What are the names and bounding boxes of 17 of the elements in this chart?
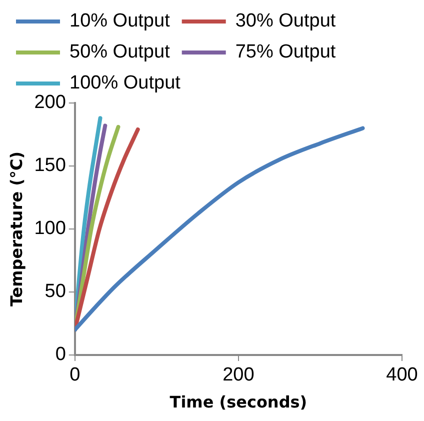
- legend-label: 75% Output: [235, 42, 336, 63]
- x-tick-label: 0: [70, 364, 80, 386]
- x-tick-label: 400: [386, 364, 418, 386]
- legend-label: 10% Output: [70, 10, 171, 32]
- x-tick-label: 200: [222, 364, 254, 386]
- y-tick-label: 50: [44, 281, 66, 302]
- y-axis-title: Temperature (°C): [6, 151, 26, 307]
- y-tick-label: 200: [34, 92, 66, 114]
- legend-label: 50% Output: [70, 42, 171, 63]
- line-series: [74, 127, 140, 332]
- legend-label: 30% Output: [235, 10, 336, 32]
- line-series: [74, 126, 365, 332]
- legend-label: 100% Output: [70, 72, 182, 94]
- y-tick-label: 100: [34, 218, 66, 240]
- y-tick-label: 0: [55, 344, 66, 366]
- y-tick-label: 150: [34, 155, 66, 176]
- x-axis-title: Time (seconds): [170, 392, 308, 412]
